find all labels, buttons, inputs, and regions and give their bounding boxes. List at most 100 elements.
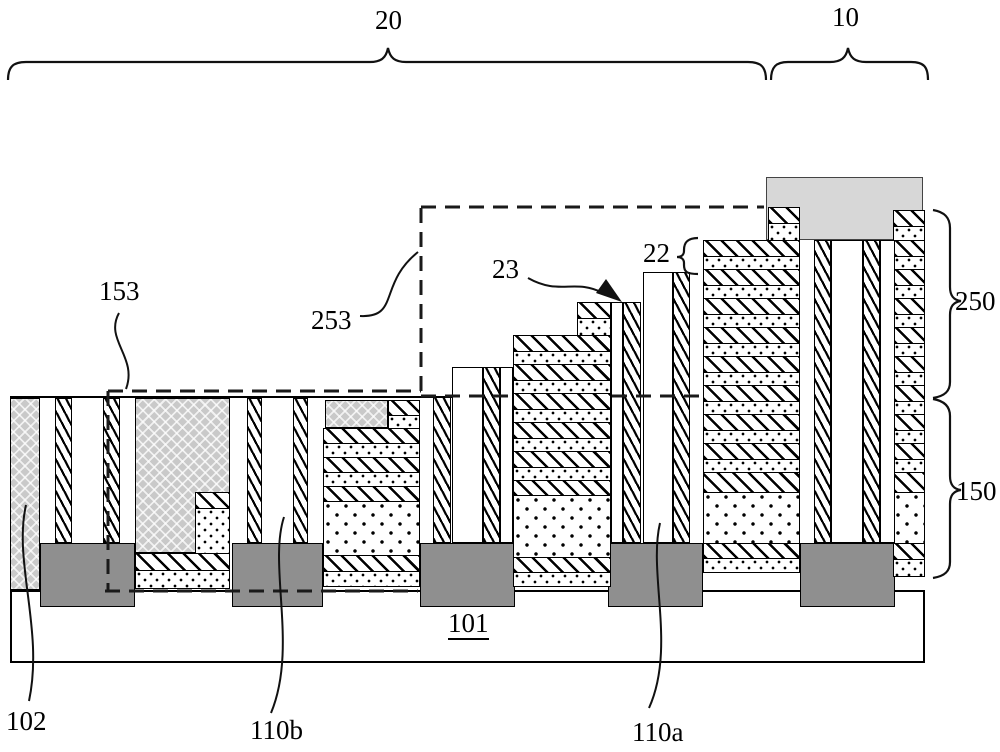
stack-layer-hatch [323, 555, 420, 572]
stack-layer-hatch [893, 240, 925, 257]
stack-layer-hatch [893, 472, 925, 493]
stack-layer-dots [513, 438, 611, 452]
contact-block [608, 543, 703, 607]
stack-layer-dots [768, 223, 800, 241]
stack-layer-hatch [893, 443, 925, 460]
stack-layer-hatch [323, 457, 420, 473]
stack-layer-dots [893, 372, 925, 386]
stack-layer-hatch [703, 356, 800, 373]
label-110b: 110b [250, 715, 303, 745]
stack-layer-hatch [513, 422, 611, 439]
via-pillar [433, 397, 451, 543]
stack-layer-hatch [513, 480, 611, 496]
stack-layer-hatch [893, 356, 925, 373]
stack-layer-coarse [323, 501, 420, 556]
contact-block [800, 543, 895, 607]
gray-fill-block [10, 398, 40, 590]
stack-layer-dots [388, 415, 420, 429]
via-pillar [483, 367, 500, 543]
leader-23 [527, 277, 604, 294]
label-102: 102 [6, 706, 47, 736]
stack-layer-dots [135, 570, 230, 589]
stack-layer-dots [893, 343, 925, 357]
stack-layer-dots [513, 380, 611, 394]
label-23: 23 [492, 254, 519, 284]
stack-layer-hatch [703, 443, 800, 460]
stack-layer-dots [893, 559, 925, 577]
leader-153 [114, 312, 130, 390]
stack-layer-hatch [195, 492, 230, 509]
stack-layer-dots [703, 285, 800, 299]
label-101: 101 [448, 609, 489, 641]
label-10: 10 [832, 2, 859, 32]
stack-layer-dots [323, 472, 420, 487]
label-150: 150 [956, 476, 997, 506]
stack-layer-dots [703, 372, 800, 386]
contact-block [232, 543, 323, 607]
via-pillar [247, 398, 262, 543]
label-20: 20 [375, 5, 402, 35]
label-253: 253 [311, 305, 352, 335]
stack-layer-hatch [323, 486, 420, 502]
stack-layer-dots [513, 572, 611, 587]
via-pillar [103, 398, 120, 543]
region-150-top-line [10, 396, 452, 399]
via-pillar [623, 302, 641, 543]
stack-layer-dots [893, 256, 925, 270]
via-pillar [55, 398, 72, 543]
stack-layer-dots [513, 467, 611, 481]
stack-layer-dots [893, 401, 925, 415]
stack-layer-hatch [893, 385, 925, 402]
stack-layer-dots [513, 351, 611, 365]
stack-layer-hatch [703, 269, 800, 286]
stack-layer-dots [893, 430, 925, 444]
stack-layer-coarse [513, 495, 611, 558]
stack-layer-hatch [513, 335, 611, 352]
channel-column [500, 367, 513, 543]
stack-layer-dots [323, 571, 420, 587]
channel-column [831, 240, 863, 543]
stack-layer-dots [703, 558, 800, 573]
stack-layer-hatch [513, 393, 611, 410]
stack-layer-hatch [893, 543, 925, 560]
stack-layer-hatch [577, 302, 611, 319]
stack-layer-dots [893, 459, 925, 473]
label-250: 250 [955, 286, 996, 316]
contact-block [40, 543, 135, 607]
stack-layer-dots [893, 285, 925, 299]
stack-layer-hatch [703, 385, 800, 402]
label-153: 153 [99, 276, 140, 306]
stack-layer-hatch [513, 364, 611, 381]
stack-layer-hatch [323, 428, 420, 444]
stack-layer-hatch [388, 400, 420, 416]
stack-layer-dots [703, 256, 800, 270]
stack-layer-dots [703, 459, 800, 473]
stack-layer-hatch [703, 414, 800, 431]
label-22: 22 [643, 238, 670, 268]
channel-column [643, 272, 673, 543]
brace-22 [676, 236, 699, 276]
stack-layer-coarse [893, 492, 925, 544]
stack-layer-hatch [703, 543, 800, 559]
label-110a: 110a [632, 717, 684, 747]
stack-layer-coarse [703, 492, 800, 544]
via-pillar [673, 272, 690, 543]
leader-253 [359, 251, 419, 318]
stack-layer-hatch [893, 298, 925, 315]
stack-layer-dots [577, 318, 611, 336]
stack-layer-hatch [893, 414, 925, 431]
brace-10 [769, 47, 930, 81]
stack-layer-hatch [703, 327, 800, 344]
stack-layer-hatch [513, 557, 611, 573]
stack-layer-dots [703, 314, 800, 328]
stack-layer-dots [323, 443, 420, 458]
stack-layer-dots [195, 508, 230, 554]
stack-layer-hatch [893, 327, 925, 344]
stack-layer-hatch [703, 240, 800, 257]
stack-layer-dots [893, 226, 925, 241]
stack-layer-dots [893, 314, 925, 328]
channel-column [611, 302, 623, 543]
channel-column [880, 240, 895, 543]
stack-layer-hatch [703, 298, 800, 315]
